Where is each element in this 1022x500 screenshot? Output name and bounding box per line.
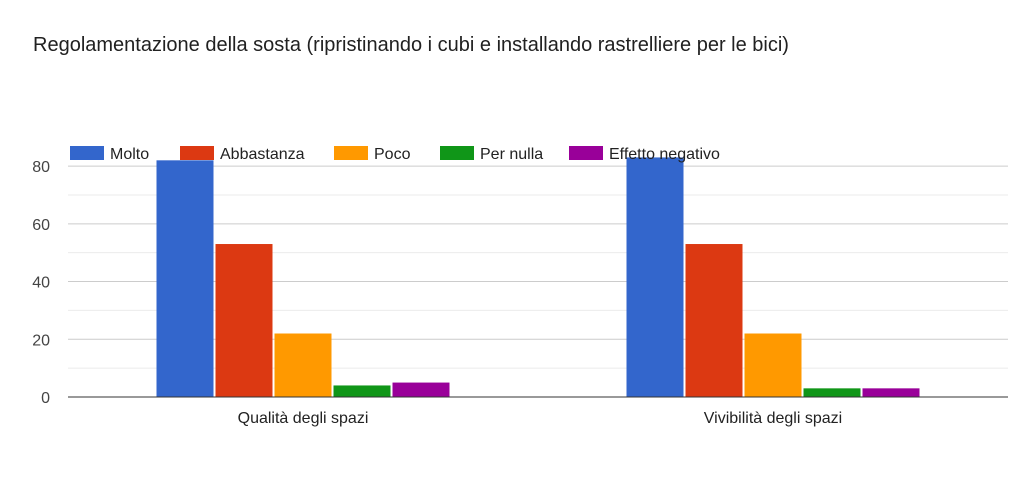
bar-per-nulla-qualita-degli-spazi <box>333 385 391 397</box>
bar-abbastanza-vivibilita-degli-spazi <box>685 244 743 397</box>
legend-swatch-per-nulla <box>440 146 474 160</box>
legend-swatch-poco <box>334 146 368 160</box>
y-tick-label: 0 <box>41 390 50 407</box>
y-tick-label: 40 <box>32 275 50 292</box>
legend-label-effetto-negativo: Effetto negativo <box>609 146 720 163</box>
bar-per-nulla-vivibilita-degli-spazi <box>803 388 861 397</box>
y-tick-label: 20 <box>32 332 50 349</box>
legend-swatch-effetto-negativo <box>569 146 603 160</box>
x-tick-label: Vivibilità degli spazi <box>704 410 842 427</box>
legend-swatch-abbastanza <box>180 146 214 160</box>
bar-molto-vivibilita-degli-spazi <box>626 157 684 397</box>
legend-label-poco: Poco <box>374 146 411 163</box>
bar-effetto-negativo-vivibilita-degli-spazi <box>862 388 920 397</box>
legend-label-per-nulla: Per nulla <box>480 146 543 163</box>
y-tick-label: 80 <box>32 159 50 176</box>
legend-label-abbastanza: Abbastanza <box>220 146 305 163</box>
x-tick-label: Qualità degli spazi <box>238 410 369 427</box>
y-tick-label: 60 <box>32 217 50 234</box>
bar-poco-qualita-degli-spazi <box>274 333 332 397</box>
bar-molto-qualita-degli-spazi <box>156 160 214 397</box>
bar-poco-vivibilita-degli-spazi <box>744 333 802 397</box>
legend-label-molto: Molto <box>110 146 149 163</box>
legend-swatch-molto <box>70 146 104 160</box>
bar-abbastanza-qualita-degli-spazi <box>215 244 273 397</box>
bar-effetto-negativo-qualita-degli-spazi <box>392 382 450 397</box>
chart-title: Regolamentazione della sosta (ripristina… <box>33 34 789 56</box>
